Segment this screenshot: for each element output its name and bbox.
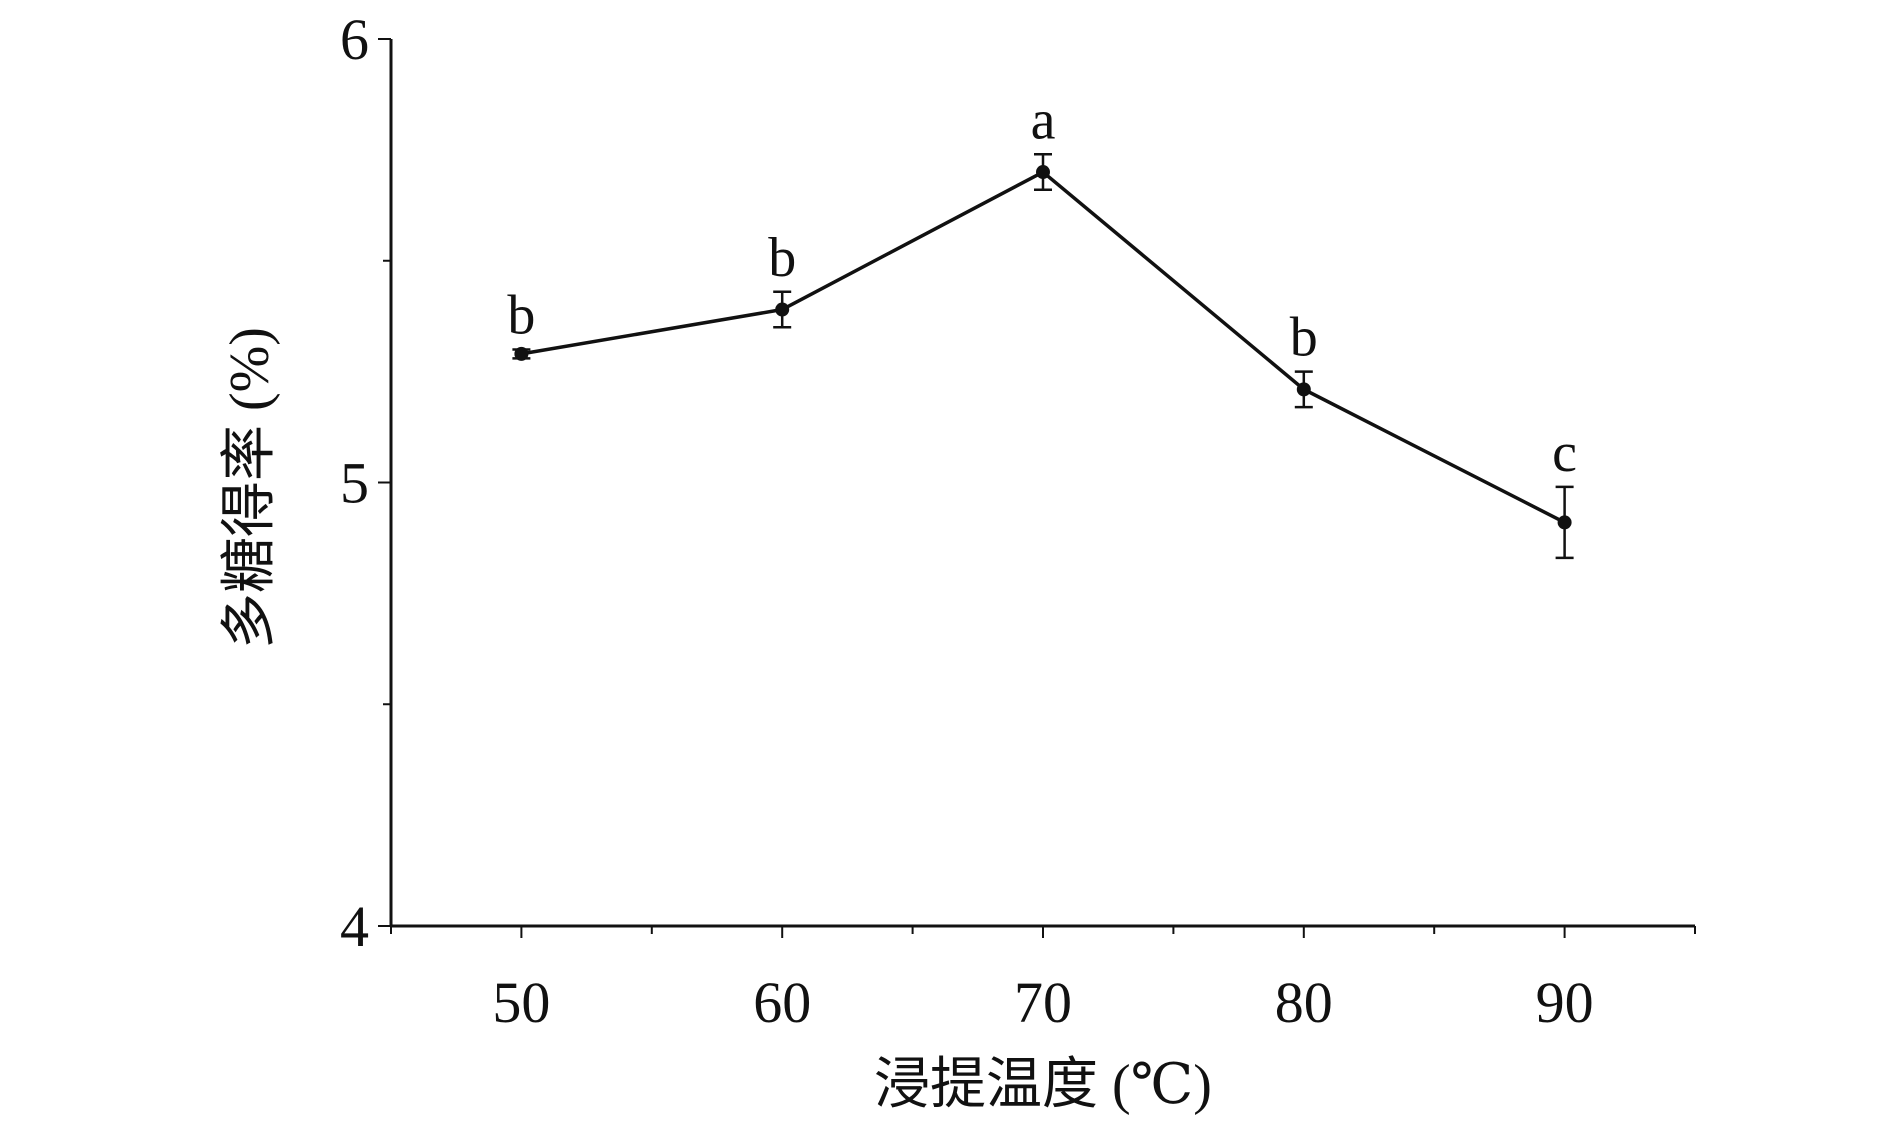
significance-label: c (1552, 422, 1577, 484)
x-tick-label: 70 (1014, 970, 1072, 1035)
significance-label: a (1031, 89, 1056, 151)
y-tick-label: 5 (340, 451, 369, 516)
data-point (1296, 382, 1311, 397)
y-axis-title: 多糖得率 (%) (219, 327, 281, 649)
significance-label: b (507, 284, 535, 346)
x-tick-label: 90 (1536, 970, 1594, 1035)
data-point (775, 302, 790, 317)
x-axis-title: 浸提温度 (℃) (874, 1054, 1212, 1116)
data-point (1036, 165, 1050, 180)
x-tick-label: 50 (492, 970, 550, 1035)
axes: 4 5 6 50 60 70 80 90 (340, 7, 1696, 1035)
y-tick-label: 6 (340, 7, 369, 72)
series-line (521, 169, 1566, 524)
x-tick-label: 80 (1275, 970, 1333, 1035)
labels: 浸提温度 (℃) 多糖得率 (%) (219, 327, 1212, 1116)
x-tick-label: 60 (753, 970, 811, 1035)
data-series: b b a b c (507, 89, 1577, 560)
y-tick-label: 4 (340, 894, 369, 959)
data-point (514, 346, 529, 361)
significance-label: b (1290, 307, 1318, 369)
significance-label: b (768, 227, 796, 289)
data-point (1557, 515, 1572, 530)
